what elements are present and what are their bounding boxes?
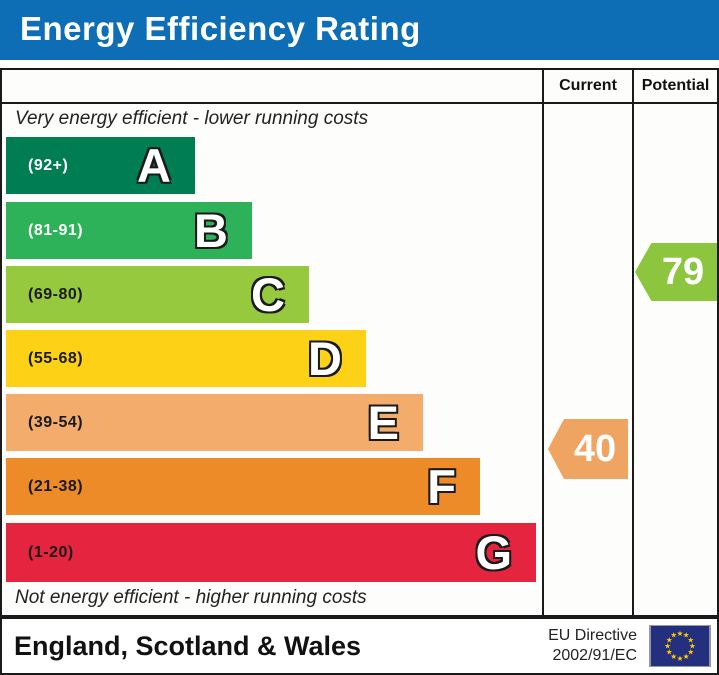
svg-text:★: ★ [687, 648, 694, 657]
band-c-bar: (69-80) C [6, 266, 309, 323]
band-c-range-label: (69-80) [28, 285, 84, 303]
rating-table: Current Potential Very energy efficient … [0, 68, 719, 617]
eu-flag-stars: ★ ★ ★ ★ ★ ★ ★ ★ ★ ★ ★ ★ [664, 629, 696, 663]
eu-directive-line1: EU Directive [548, 627, 637, 644]
svg-text:★: ★ [670, 631, 677, 640]
band-g-bar: (1-20) G [6, 523, 536, 582]
svg-text:★: ★ [677, 629, 684, 638]
svg-text:★: ★ [689, 642, 696, 651]
band-d-letter: D [307, 332, 343, 385]
svg-text:★: ★ [687, 635, 694, 644]
potential-rating-value: 79 [661, 251, 705, 293]
band-e-letter: E [366, 396, 400, 449]
eu-flag-field [650, 626, 710, 666]
eu-flag-icon: ★ ★ ★ ★ ★ ★ ★ ★ ★ ★ ★ ★ [649, 625, 711, 667]
svg-text:★: ★ [666, 648, 673, 657]
band-a-letter: A [136, 139, 172, 192]
footer: England, Scotland & Wales EU Directive 2… [0, 617, 719, 675]
current-rating-pointer: 40 [548, 419, 628, 479]
band-e-range-label: (39-54) [28, 413, 84, 431]
band-g-range-label: (1-20) [28, 543, 74, 561]
svg-text:★: ★ [670, 652, 677, 661]
current-rating-value: 40 [573, 428, 617, 470]
page-title: Energy Efficiency Rating [20, 10, 421, 47]
band-f-bar: (21-38) F [6, 458, 480, 515]
svg-text:★: ★ [677, 654, 684, 663]
eu-directive-label: EU Directive 2002/91/EC [548, 626, 637, 666]
band-b-range-label: (81-91) [28, 221, 84, 239]
band-e-bar: (39-54) E [6, 394, 423, 451]
column-header-current: Current [559, 77, 617, 94]
chart-title-bar: Energy Efficiency Rating [0, 0, 719, 60]
band-a-range-label: (92+) [28, 156, 69, 174]
svg-text:★: ★ [683, 631, 690, 640]
svg-text:★: ★ [666, 635, 673, 644]
band-a-bar: (92+) A [6, 137, 195, 194]
header-row-divider [2, 102, 717, 104]
band-c-letter: C [250, 268, 286, 321]
svg-text:★: ★ [664, 642, 671, 651]
band-b-letter: B [193, 204, 229, 257]
region-label: England, Scotland & Wales [14, 631, 362, 661]
band-g-letter: G [474, 526, 513, 579]
bottom-caption: Not energy efficient - higher running co… [15, 587, 367, 608]
column-header-potential: Potential [641, 77, 710, 94]
band-f-range-label: (21-38) [28, 477, 84, 495]
current-column-divider [542, 70, 544, 615]
band-d-bar: (55-68) D [6, 330, 366, 387]
band-f-letter: F [426, 460, 457, 513]
svg-text:★: ★ [683, 652, 690, 661]
potential-rating-pointer: 79 [635, 243, 717, 301]
potential-column-divider [632, 70, 634, 615]
band-b-bar: (81-91) B [6, 202, 252, 259]
eu-directive-line2: 2002/91/EC [552, 647, 637, 664]
band-d-range-label: (55-68) [28, 349, 84, 367]
top-caption: Very energy efficient - lower running co… [15, 108, 369, 129]
